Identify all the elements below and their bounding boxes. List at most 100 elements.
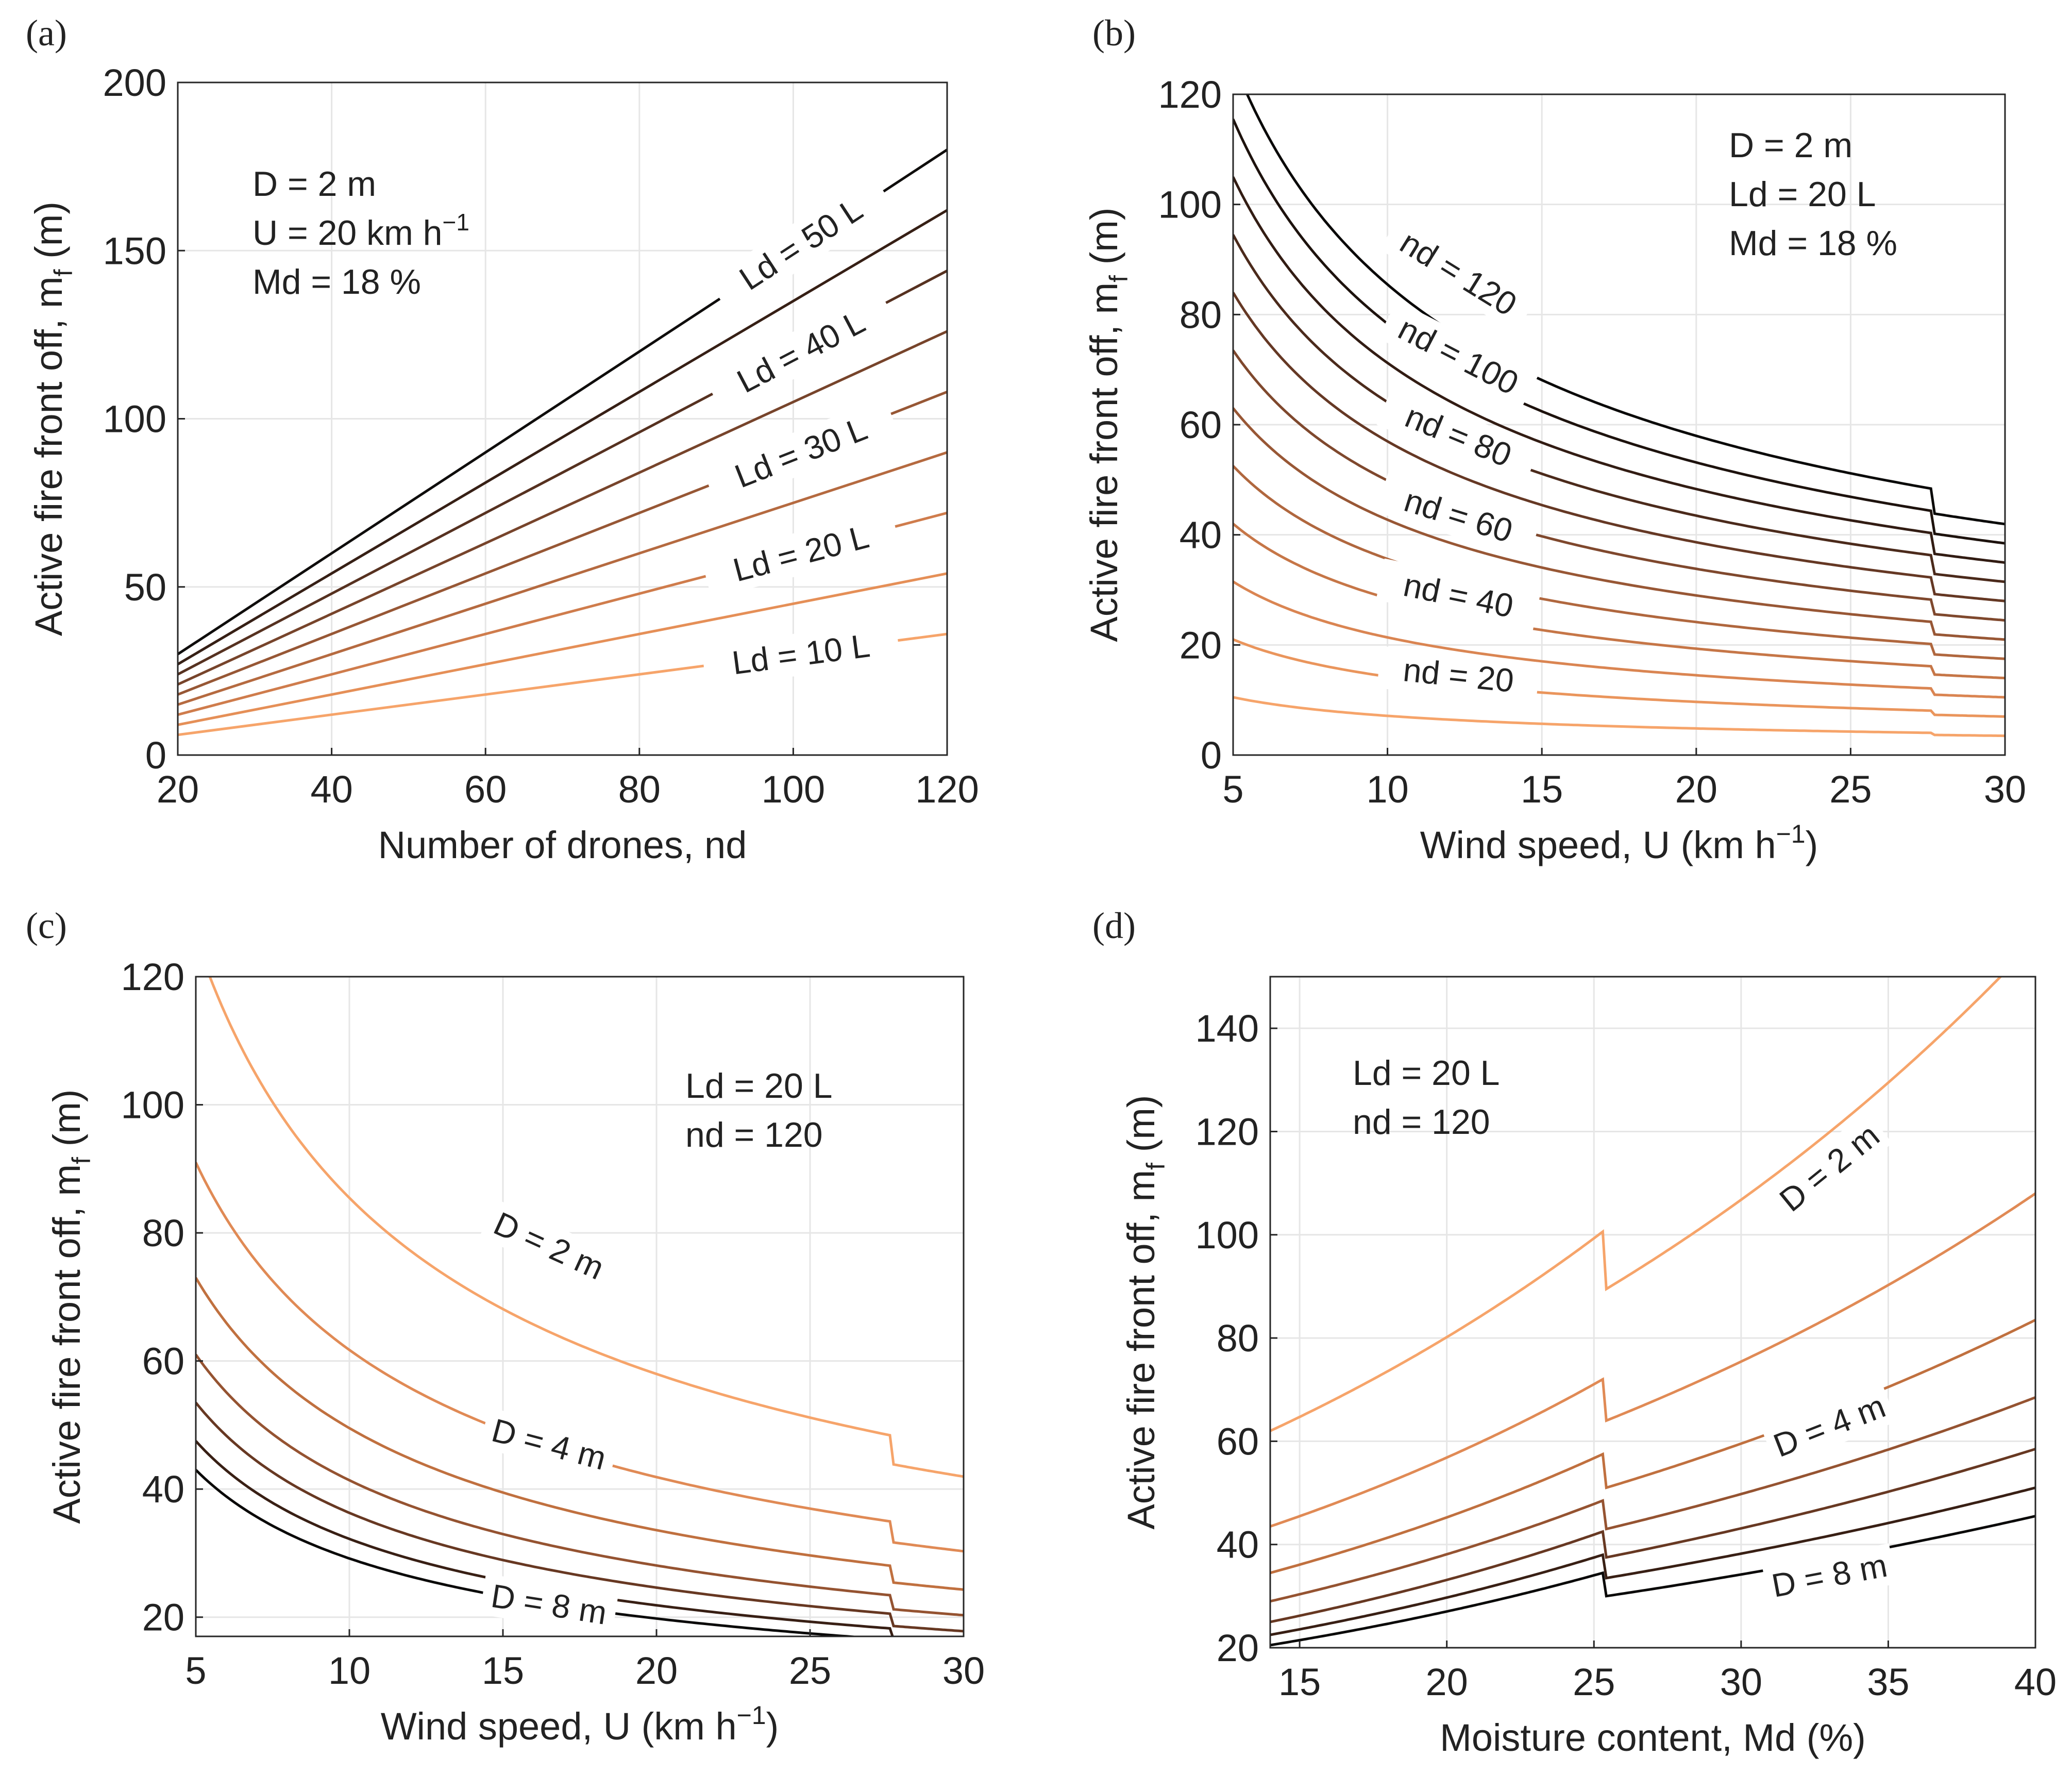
x-axis-label: Wind speed, U (km h−1): [381, 1701, 779, 1748]
series-line: [1233, 638, 2005, 718]
y-tick-label: 100: [1195, 1214, 1259, 1257]
curve-label-knockout: [479, 1407, 619, 1482]
y-tick-label: 80: [1217, 1317, 1259, 1360]
series-line: [1233, 580, 2005, 699]
curve-label-knockout: [701, 508, 901, 599]
plot-frame: [195, 976, 965, 1637]
curve-label-knockout: [1766, 1111, 1893, 1225]
series-line: [178, 451, 947, 706]
x-axis-label: Wind speed, U (km h−1): [1420, 819, 1818, 866]
y-tick-label: 120: [1195, 1110, 1259, 1153]
panel-label: (c): [26, 905, 67, 946]
annotation: Md = 18 %: [252, 262, 421, 302]
y-axis-label: Active fire front off, mf (m): [27, 202, 78, 636]
y-tick-label: 120: [121, 956, 184, 998]
y-tick-label: 100: [103, 398, 166, 441]
curve-label-group: D = 8 m: [479, 1574, 619, 1635]
series-line: [1270, 1318, 2035, 1575]
series-line: [1233, 119, 2005, 545]
curve-label-group: Ld = 30 L: [702, 397, 900, 508]
y-tick-label: 60: [142, 1340, 184, 1383]
curve-label: D = 4 m: [488, 1412, 610, 1477]
grid: [1232, 93, 2006, 756]
series-line: [1270, 1515, 2035, 1647]
x-tick-label: 10: [328, 1649, 370, 1692]
curve-label-group: nd = 20: [1377, 646, 1540, 705]
curve-label: Ld = 50 L: [733, 190, 869, 297]
annotation: Ld = 20 L: [1353, 1053, 1500, 1093]
panel-label: (b): [1092, 12, 1136, 54]
x-tick-label: 80: [618, 768, 661, 811]
x-tick-label: 20: [1675, 768, 1717, 811]
y-tick-label: 60: [1180, 404, 1222, 446]
chart-panel-c: (c) D = 2 m D = 4 m D = 8 m 5 10 15 20 25 30 20 40 6…: [26, 905, 985, 1748]
annotation: Md = 18 %: [1729, 224, 1897, 263]
y-axis-label: Active fire front off, mf (m): [1083, 207, 1133, 642]
y-tick-label: 100: [121, 1084, 184, 1127]
series-line: [1270, 1486, 2035, 1636]
plot-frame: [1269, 976, 2036, 1649]
curve-label-group: D = 4 m: [479, 1407, 619, 1482]
y-tick-label: 20: [142, 1596, 184, 1639]
curve-label: D = 2 m: [488, 1204, 610, 1286]
series-line: [196, 1162, 964, 1553]
series-line: [1233, 696, 2005, 738]
y-axis-label: Active fire front off, mf (m): [1120, 1095, 1170, 1529]
curve-label: nd = 120: [1394, 224, 1523, 323]
series-line: [1233, 407, 2005, 641]
series-line: [1233, 523, 2005, 680]
series-line: [1270, 977, 2002, 1432]
series-line: [1233, 349, 2005, 622]
series-group: [196, 977, 964, 1636]
annotation: D = 2 m: [1729, 126, 1852, 165]
x-tick-label: 20: [635, 1649, 678, 1692]
curve-label-knockout: [701, 620, 901, 688]
series-line: [178, 330, 947, 686]
curve-label-knockout: [707, 172, 895, 315]
x-tick-label: 15: [1521, 768, 1563, 811]
series-line: [196, 1353, 964, 1617]
curve-label-knockout: [1376, 386, 1541, 486]
series-line: [1233, 465, 2005, 660]
grid: [195, 976, 965, 1636]
x-tick-label: 20: [157, 768, 199, 811]
x-tick-label: 35: [1867, 1661, 1909, 1703]
curve-label-group: D = 8 m: [1762, 1543, 1897, 1608]
curve-label-knockout: [1762, 1383, 1897, 1469]
x-tick-label: 40: [2014, 1661, 2057, 1703]
x-tick-label: 15: [1278, 1661, 1321, 1703]
x-tick-label: 20: [1426, 1661, 1468, 1703]
curve-label-group: nd = 40: [1376, 558, 1541, 632]
x-axis-label: Moisture content, Md (%): [1440, 1716, 1866, 1759]
x-tick-label: 30: [1720, 1661, 1762, 1703]
y-tick-label: 200: [103, 61, 166, 104]
x-tick-label: 100: [762, 768, 825, 811]
y-tick-label: 40: [142, 1468, 184, 1511]
curve-label-knockout: [1376, 558, 1541, 632]
series-line: [178, 572, 947, 726]
curve-label-knockout: [1377, 646, 1540, 705]
curve-label-knockout: [1376, 472, 1541, 560]
curve-label-knockout: [479, 1199, 619, 1293]
y-tick-label: 150: [103, 229, 166, 272]
x-tick-label: 60: [464, 768, 507, 811]
x-tick-label: 30: [942, 1649, 985, 1692]
y-tick-label: 0: [145, 734, 166, 777]
curve-label-knockout: [1377, 300, 1539, 412]
annotation: U = 20 km h−1: [252, 209, 469, 253]
curve-label-knockout: [479, 1574, 619, 1635]
series-line: [196, 1277, 964, 1591]
annotation: D = 2 m: [252, 164, 376, 204]
x-tick-label: 25: [789, 1649, 831, 1692]
series-line: [1245, 94, 2005, 526]
series-line: [1233, 292, 2005, 603]
curve-label-knockout: [702, 397, 900, 508]
y-tick-label: 120: [1158, 73, 1222, 116]
y-tick-label: 80: [1180, 293, 1222, 336]
series-line: [1270, 1396, 2035, 1603]
y-tick-label: 20: [1217, 1627, 1259, 1669]
series-group: [1270, 977, 2035, 1647]
x-tick-label: 25: [1573, 1661, 1615, 1703]
annotation: Ld = 20 L: [1729, 175, 1876, 214]
